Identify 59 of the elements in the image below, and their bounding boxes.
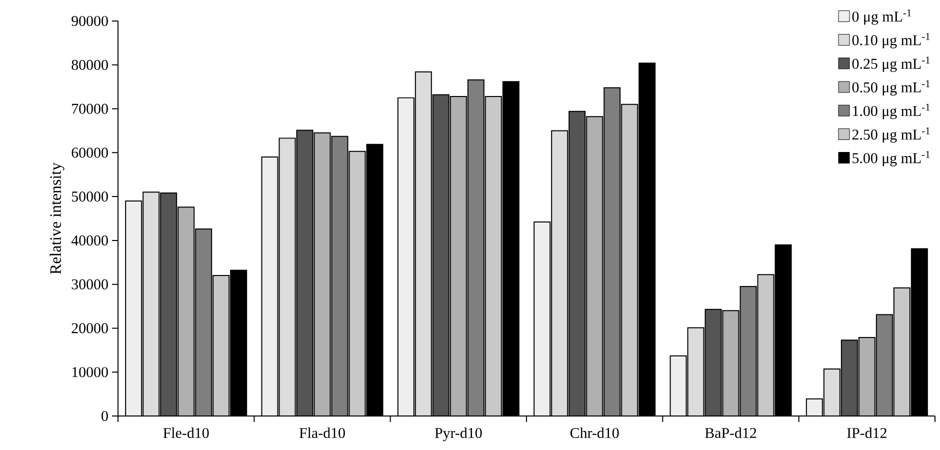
legend-label: 1.00 μg mL$^{-1}$ — [853, 104, 930, 120]
bar — [213, 276, 230, 416]
y-tick-label: 40000 — [71, 235, 108, 246]
bar — [468, 80, 484, 416]
bar — [450, 96, 466, 416]
bar — [296, 130, 313, 416]
y-tick-label: 70000 — [72, 104, 108, 114]
bar — [534, 222, 550, 416]
bar — [569, 111, 586, 416]
bar — [178, 207, 194, 416]
bar — [314, 132, 330, 416]
bar — [705, 309, 722, 416]
legend-label: 0.50 μg mL$^{-1}$ — [852, 80, 930, 96]
legend-label: 2.50 μg mL$^{-1}$ — [852, 127, 930, 143]
bar — [485, 96, 502, 416]
bar — [279, 138, 296, 416]
bar — [262, 157, 278, 416]
legend-label: 0.10 μg mL$^{-1}$ — [852, 32, 930, 48]
y-tick-label: 50000 — [72, 192, 108, 202]
x-tick-label: Fle-d10 — [163, 428, 209, 438]
bar — [893, 287, 910, 416]
bar — [552, 130, 568, 416]
y-tick-label: 30000 — [72, 279, 108, 290]
bar — [604, 88, 620, 416]
bar — [823, 368, 840, 416]
x-tick-label: Fla-d10 — [299, 428, 345, 438]
y-tick-label: 60000 — [72, 148, 108, 158]
bar — [858, 336, 876, 416]
y-tick-label: 10000 — [72, 367, 108, 378]
y-tick-label: 80000 — [72, 60, 108, 70]
bar — [586, 116, 603, 416]
x-tick-label: Pyr-d10 — [434, 428, 482, 442]
bar — [722, 310, 739, 416]
bar — [398, 98, 414, 416]
x-tick-label: BaP-d12 — [705, 428, 756, 438]
bar — [670, 356, 686, 416]
bar — [688, 328, 704, 416]
bar — [876, 314, 893, 416]
legend-label: 0 μg mL$^{-1}$ — [852, 9, 911, 25]
bar — [349, 151, 366, 416]
legend-label: 0.25 μg mL$^{-1}$ — [852, 56, 930, 72]
bar — [758, 274, 774, 416]
x-tick-label: Chr-d10 — [570, 428, 619, 438]
bar — [622, 104, 638, 416]
bar — [126, 200, 142, 416]
bar — [332, 136, 348, 416]
bar — [143, 192, 160, 416]
bar — [196, 229, 212, 416]
y-axis-title: Relative intensity — [50, 162, 64, 274]
bar — [432, 94, 449, 416]
bar — [160, 193, 177, 416]
y-tick-label: 20000 — [72, 323, 108, 334]
x-tick-label: IP-d12 — [847, 428, 886, 438]
bar — [840, 340, 858, 416]
y-tick-label: 0 — [102, 410, 108, 422]
y-tick-label: 90000 — [72, 16, 108, 26]
bar — [415, 72, 432, 416]
bar — [740, 286, 756, 416]
legend-label: 5.00 μg mL$^{-1}$ — [852, 150, 930, 166]
